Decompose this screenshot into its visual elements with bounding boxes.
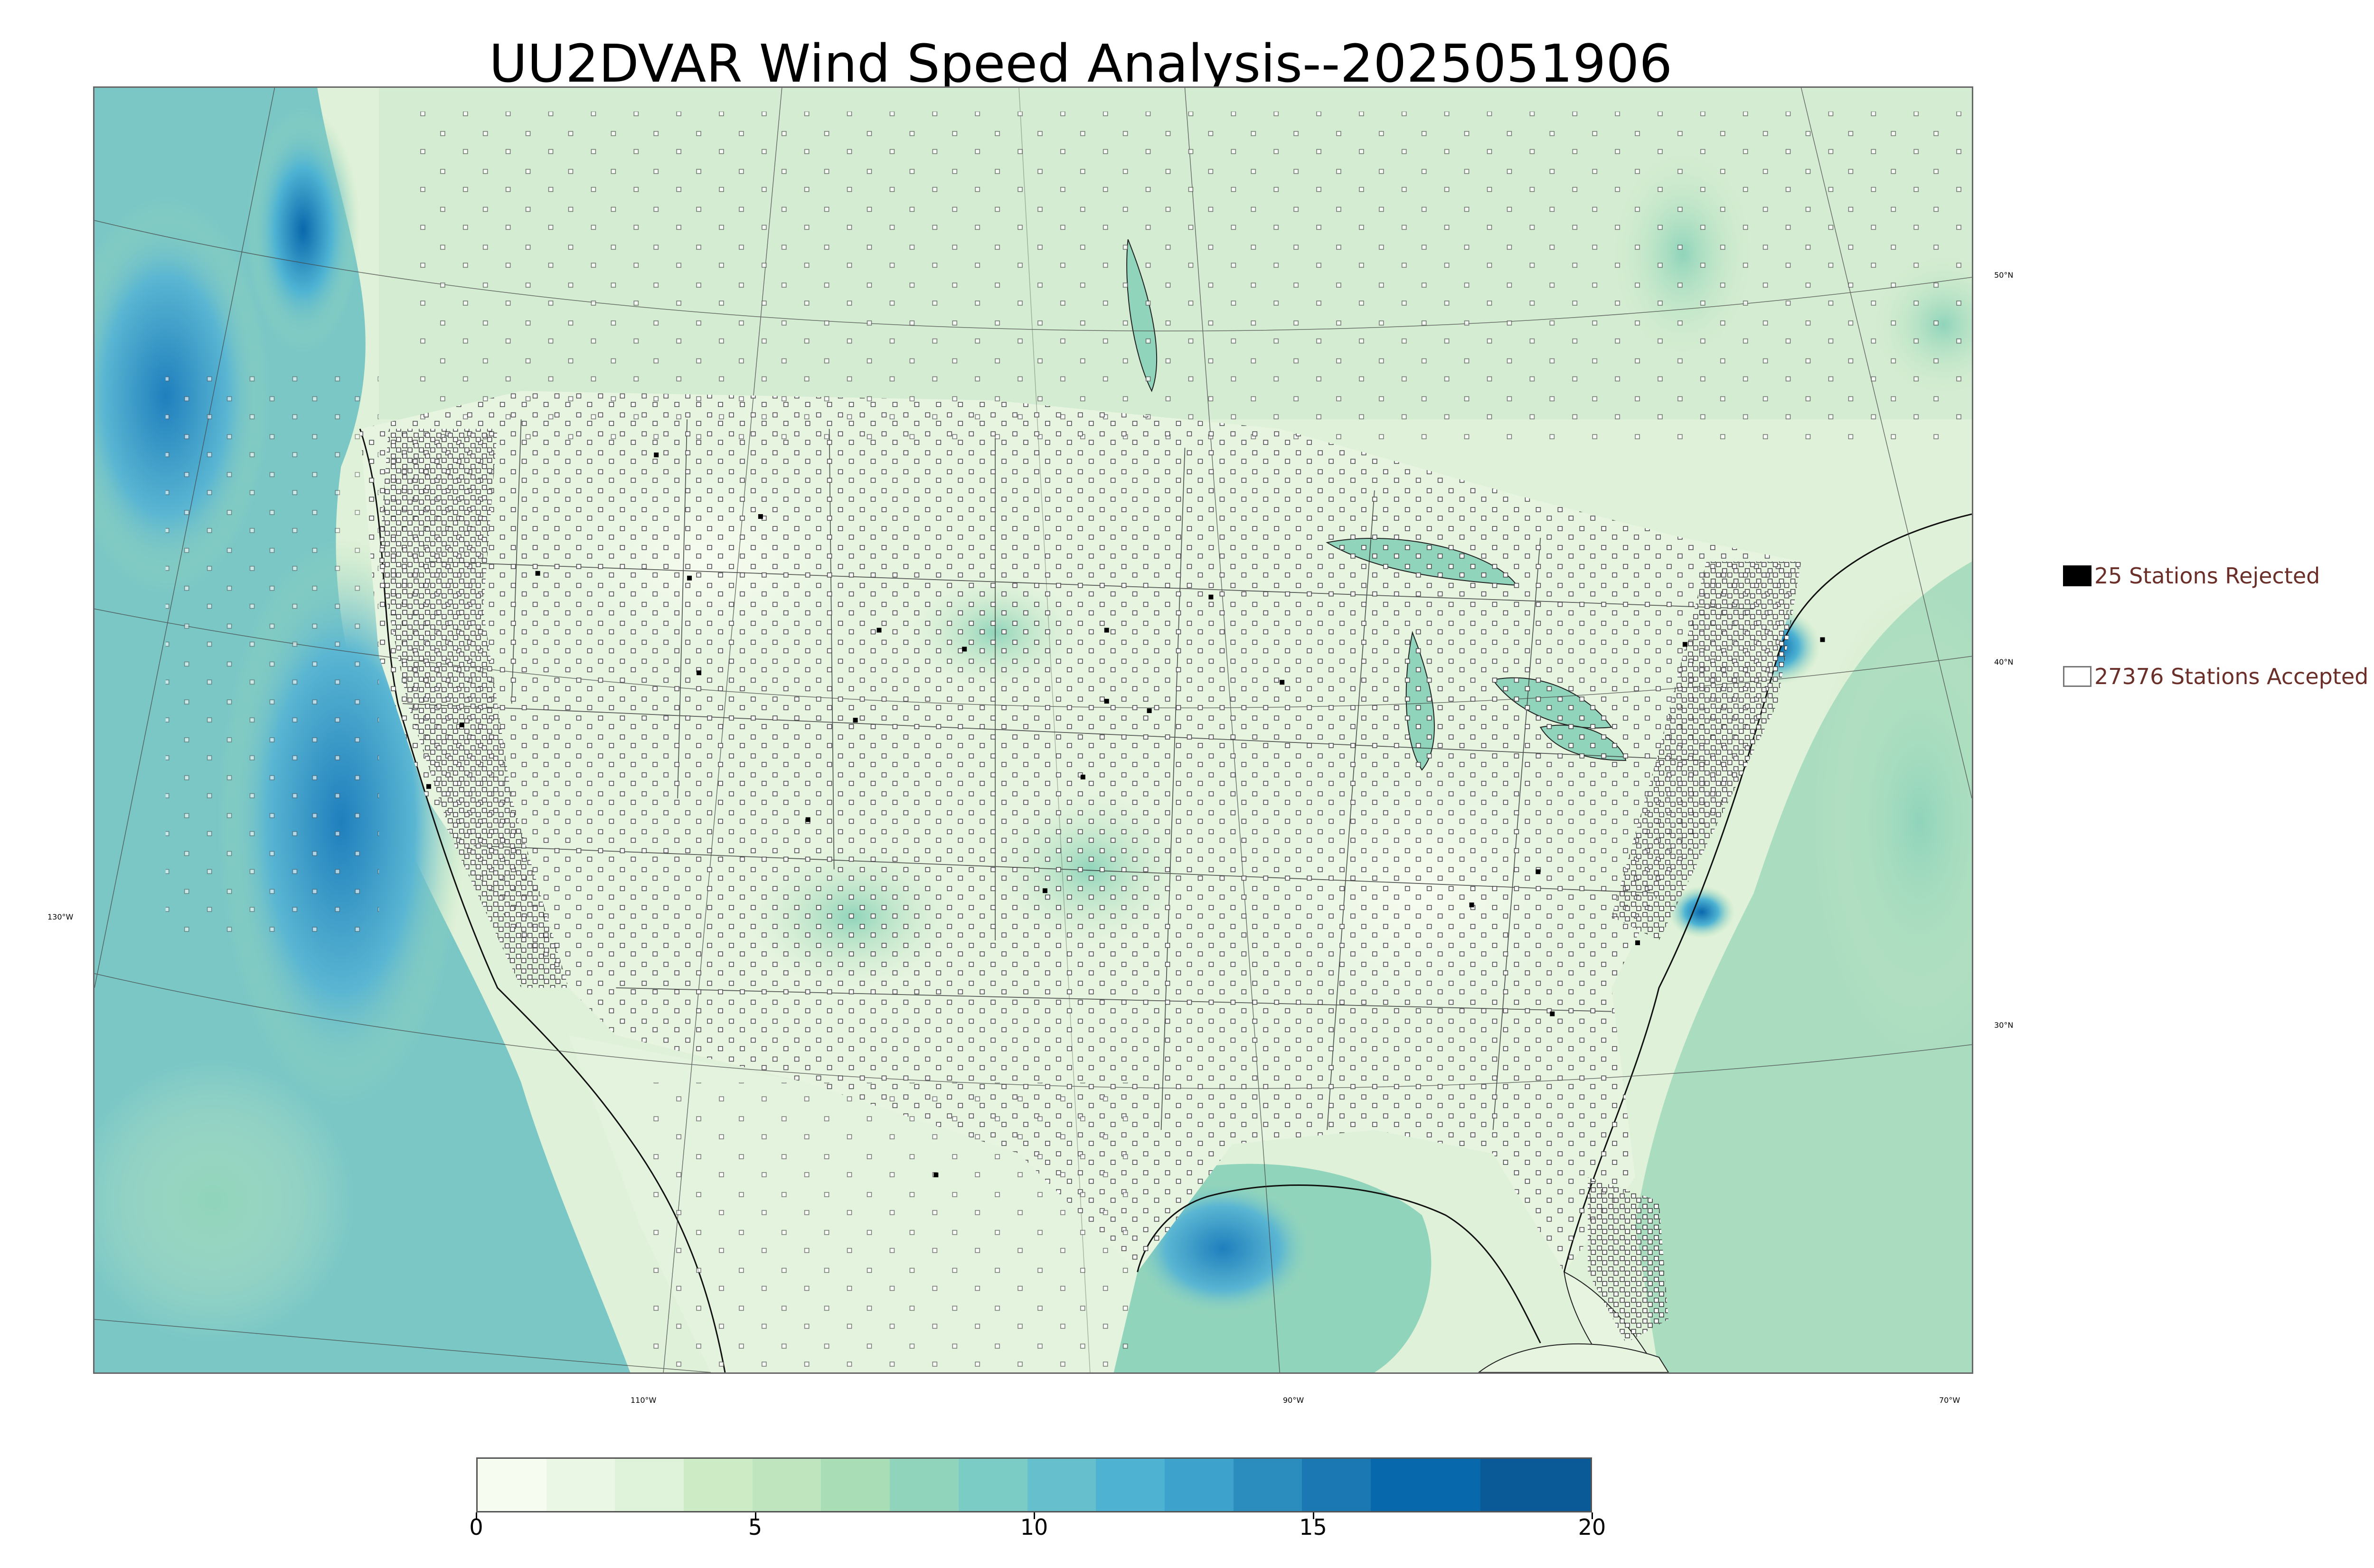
colorbar-segment [1096, 1459, 1165, 1511]
legend-accepted: 27376 Stations Accepted [2063, 664, 2368, 689]
stations-sparse-north [403, 111, 1968, 443]
cuba [1478, 1343, 1669, 1372]
colorbar-segment [615, 1459, 684, 1511]
colorbar-segment [752, 1459, 821, 1511]
rejected-stations [426, 452, 1825, 1177]
lon-label-70w: 70°W [1939, 1396, 1960, 1405]
colorbar-segment [1370, 1459, 1481, 1511]
legend-rejected: 25 Stations Rejected [2063, 563, 2320, 589]
wind-speed-map[interactable] [93, 86, 1973, 1374]
colorbar-tick-label: 15 [1299, 1514, 1327, 1540]
colorbar-tick [1592, 1512, 1593, 1519]
lat-label-50n: 50°N [1994, 271, 2014, 280]
lon-label-110w: 110°W [631, 1396, 657, 1405]
colorbar-tick [754, 1512, 756, 1519]
colorbar-segment [684, 1459, 753, 1511]
colorbar-tick [1312, 1512, 1314, 1519]
colorbar-segment [546, 1459, 615, 1511]
colorbar-segment [478, 1459, 546, 1511]
lat-label-40n: 40°N [1994, 657, 2014, 667]
map-title: UU2DVAR Wind Speed Analysis--2025051906 [489, 33, 1673, 94]
stations-florida-dense [1588, 1177, 1668, 1343]
colorbar-segment [1027, 1459, 1096, 1511]
colorbar [476, 1457, 1592, 1512]
colorbar-tick-label: 5 [748, 1514, 763, 1540]
colorbar-segment [890, 1459, 959, 1511]
stations-conus [360, 391, 1801, 1272]
legend-accepted-swatch [2063, 666, 2091, 687]
colorbar-segment [958, 1459, 1027, 1511]
stations-pacific [165, 372, 379, 941]
colorbar-segment [1302, 1459, 1371, 1511]
colorbar-tick-label: 20 [1578, 1514, 1606, 1540]
colorbar-tick [1034, 1512, 1035, 1519]
map-canvas [94, 88, 1972, 1372]
stations-west-coast-dense [379, 429, 569, 988]
lon-label-90w: 90°W [1283, 1396, 1304, 1405]
colorbar-segment [1480, 1459, 1591, 1511]
colorbar-segment [1233, 1459, 1302, 1511]
colorbar-tick-label: 10 [1020, 1514, 1048, 1540]
legend-rejected-label: 25 Stations Rejected [2094, 563, 2320, 589]
colorbar-tick [476, 1512, 477, 1519]
stations-east-coast-dense [1611, 561, 1801, 941]
legend-rejected-swatch [2063, 565, 2091, 586]
lon-label-130w: 130°W [47, 912, 74, 921]
legend-accepted-label: 27376 Stations Accepted [2094, 664, 2369, 689]
colorbar-tick-label: 0 [469, 1514, 483, 1540]
stations-mexico [640, 1082, 1138, 1367]
colorbar-segment [1164, 1459, 1234, 1511]
colorbar-segment [821, 1459, 890, 1511]
lat-label-30n: 30°N [1994, 1021, 2014, 1030]
